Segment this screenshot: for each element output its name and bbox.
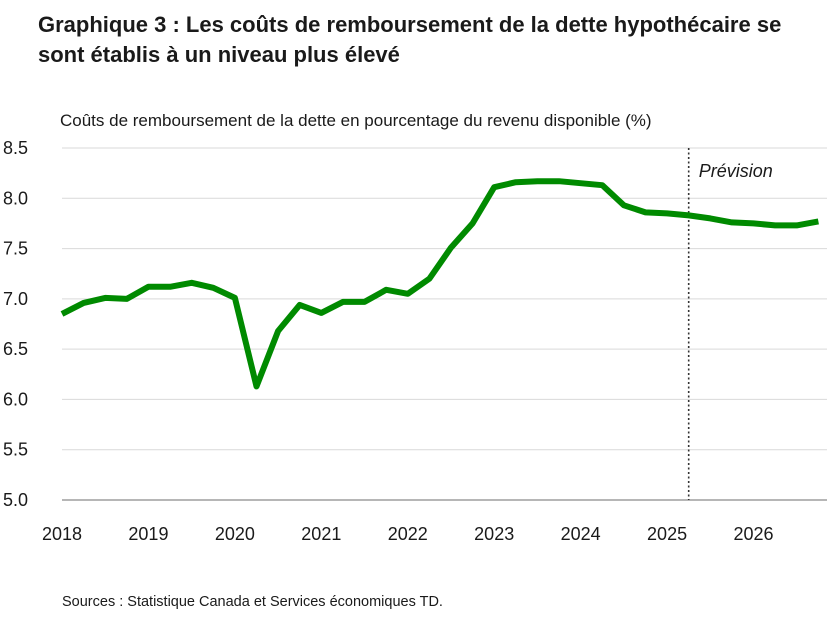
y-tick-label: 7.0 bbox=[3, 289, 28, 309]
x-tick-label: 2024 bbox=[561, 524, 601, 544]
y-tick-label: 5.5 bbox=[3, 440, 28, 460]
chart-title: Graphique 3 : Les coûts de remboursement… bbox=[38, 12, 782, 67]
x-tick-label: 2023 bbox=[474, 524, 514, 544]
x-tick-label: 2019 bbox=[128, 524, 168, 544]
forecast-label: Prévision bbox=[699, 161, 773, 181]
y-tick-label: 8.5 bbox=[3, 138, 28, 158]
y-tick-label: 6.0 bbox=[3, 389, 28, 409]
x-tick-label: 2026 bbox=[734, 524, 774, 544]
y-tick-label: 7.5 bbox=[3, 239, 28, 259]
x-tick-label: 2018 bbox=[42, 524, 82, 544]
y-tick-label: 8.0 bbox=[3, 188, 28, 208]
x-tick-label: 2021 bbox=[301, 524, 341, 544]
source-note: Sources : Statistique Canada et Services… bbox=[62, 594, 443, 610]
x-tick-label: 2020 bbox=[215, 524, 255, 544]
y-tick-label: 5.0 bbox=[3, 490, 28, 510]
y-tick-label: 6.5 bbox=[3, 339, 28, 359]
x-tick-label: 2025 bbox=[647, 524, 687, 544]
y-axis-label: Coûts de remboursement de la dette en po… bbox=[60, 111, 652, 130]
x-tick-label: 2022 bbox=[388, 524, 428, 544]
series-line-0 bbox=[60, 178, 819, 390]
